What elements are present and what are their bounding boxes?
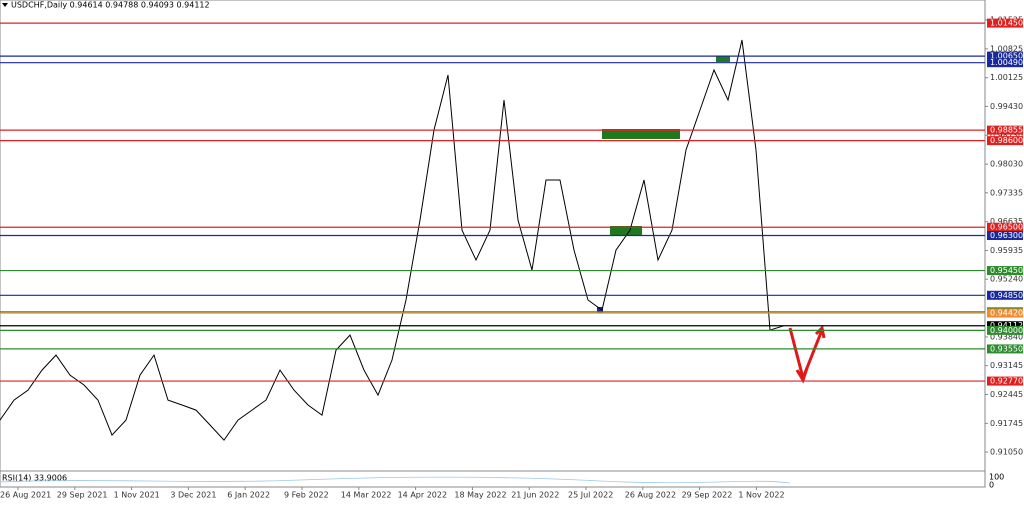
y-tick-label: 0.96635	[990, 217, 1023, 226]
x-tick-label: 26 Aug 2022	[625, 491, 676, 500]
level-label: 0.92770	[990, 377, 1023, 386]
level-label: 0.94112	[990, 321, 1023, 330]
level-label: 1.00650	[990, 52, 1023, 61]
x-tick-label: 14 Mar 2022	[341, 491, 392, 500]
zone	[716, 56, 730, 62]
level-label: 0.94420	[990, 309, 1023, 318]
y-tick-label: 1.00125	[990, 73, 1023, 82]
y-tick-label: 1.00825	[990, 44, 1023, 53]
level-label: 0.98855	[990, 126, 1023, 135]
x-tick-label: 29 Sep 2022	[682, 491, 733, 500]
indicator-tick: 0	[989, 481, 994, 490]
chart-title: USDCHF,Daily 0.94614 0.94788 0.94093 0.9…	[11, 1, 210, 10]
level-label: 0.96500	[990, 223, 1023, 232]
arrow-heads	[795, 324, 826, 384]
x-tick-label: 26 Aug 2021	[0, 491, 51, 500]
level-tag	[987, 230, 1023, 240]
y-tick-label: 0.99430	[990, 102, 1023, 111]
zone	[597, 307, 603, 313]
level-label: 0.94850	[990, 291, 1023, 300]
zone	[602, 129, 680, 139]
level-tag	[987, 376, 1023, 386]
x-tick-label: 1 Nov 2022	[738, 491, 784, 500]
price-line	[0, 39, 785, 441]
zone	[610, 226, 642, 235]
x-tick-label: 9 Feb 2022	[284, 491, 329, 500]
level-tag	[987, 344, 1023, 354]
y-tick-label: 0.91050	[990, 448, 1023, 457]
level-tag	[987, 125, 1023, 135]
level-label: 0.94000	[990, 326, 1023, 335]
x-tick-label: 3 Dec 2021	[170, 491, 216, 500]
level-tag	[987, 222, 1023, 232]
level-tag	[987, 136, 1023, 146]
level-label: 0.95450	[990, 266, 1023, 275]
level-label: 0.93550	[990, 344, 1023, 353]
level-label: 1.00490	[990, 58, 1023, 67]
x-tick-label: 18 May 2022	[454, 491, 506, 500]
level-tag	[987, 266, 1023, 276]
level-tag	[987, 18, 1023, 28]
y-tick-label: 0.93840	[990, 332, 1023, 341]
y-tick-label: 0.95240	[990, 275, 1023, 284]
menu-arrow[interactable]	[2, 3, 8, 7]
zones	[597, 56, 730, 313]
x-tick-label: 29 Sep 2021	[57, 491, 108, 500]
plot-frame	[0, 0, 986, 488]
y-tick-label: 0.97335	[990, 188, 1023, 197]
indicator-label: RSI(14) 33.9006	[2, 474, 67, 483]
y-tick-label: 0.93145	[990, 361, 1023, 370]
y-tick-label: 0.98730	[990, 131, 1023, 140]
level-tag	[987, 308, 1023, 318]
level-tag	[987, 51, 1023, 61]
level-tag	[987, 325, 1023, 335]
level-label: 0.98600	[990, 136, 1023, 145]
level-tag	[987, 321, 1023, 331]
level-label: 0.96300	[990, 231, 1023, 240]
x-tick-label: 1 Nov 2021	[114, 491, 160, 500]
x-tick-label: 21 Jun 2022	[511, 491, 559, 500]
y-tick-label: 0.98030	[990, 160, 1023, 169]
level-label: 1.01450	[990, 19, 1023, 28]
level-tag	[987, 290, 1023, 300]
y-tick-label: 0.95935	[990, 246, 1023, 255]
y-tick-label: 0.92445	[990, 390, 1023, 399]
level-tag	[987, 58, 1023, 68]
rsi-line	[0, 476, 791, 484]
x-tick-label: 6 Jan 2022	[227, 491, 270, 500]
x-tick-label: 25 Jul 2022	[568, 491, 613, 500]
y-tick-label: 0.91745	[990, 419, 1023, 428]
x-tick-label: 14 Apr 2022	[398, 491, 447, 500]
indicator-tick: 100	[989, 473, 1004, 482]
